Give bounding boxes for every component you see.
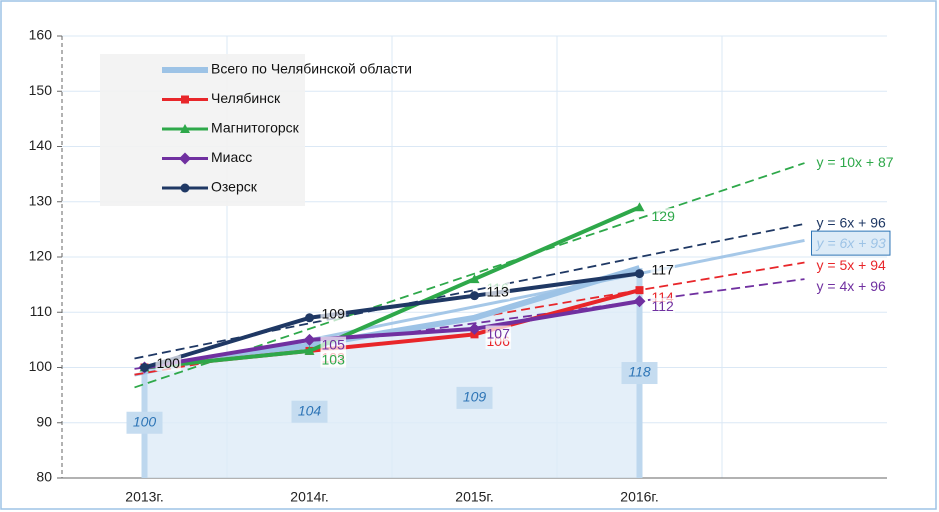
marker xyxy=(180,124,190,133)
trend-label: y = 6x + 96 xyxy=(817,215,886,231)
legend-label: Миасс xyxy=(211,149,252,165)
series-line xyxy=(143,271,640,370)
y-tick-label: 120 xyxy=(29,248,53,264)
x-tick-label: 2016г. xyxy=(620,489,658,505)
data-label: 112 xyxy=(652,298,675,314)
marker xyxy=(635,286,644,295)
y-tick-label: 150 xyxy=(29,82,53,98)
trend-label-box xyxy=(811,230,891,256)
x-tick-label: 2013г. xyxy=(125,489,163,505)
data-label-bg xyxy=(485,325,512,342)
legend-label: Всего по Челябинской области xyxy=(211,61,412,77)
legend-label: Озерск xyxy=(211,179,258,195)
value-label: 118 xyxy=(628,364,651,380)
marker xyxy=(180,183,190,193)
data-label-bg xyxy=(650,261,676,278)
value-label: 100 xyxy=(133,413,157,429)
marker xyxy=(468,322,481,335)
y-tick-label: 160 xyxy=(29,27,53,43)
data-label-bg xyxy=(650,207,677,224)
data-label-bg xyxy=(320,351,347,368)
data-label: 103 xyxy=(322,352,346,368)
data-label-bg xyxy=(320,336,347,353)
value-label-box xyxy=(621,362,658,385)
data-label: 129 xyxy=(652,208,676,224)
y-tick-label: 90 xyxy=(36,413,52,429)
marker xyxy=(635,269,644,279)
trend-label: y = 10x + 87 xyxy=(817,154,894,170)
marker xyxy=(140,363,149,372)
legend-label: Челябинск xyxy=(211,90,281,106)
data-label-bg xyxy=(320,305,347,322)
value-label: 104 xyxy=(298,402,322,418)
value-label-box xyxy=(291,400,328,423)
y-tick-label: 100 xyxy=(29,358,53,374)
value-label: 109 xyxy=(463,389,487,405)
marker xyxy=(179,152,191,165)
series-line xyxy=(144,205,641,370)
x-tick-label: 2014г. xyxy=(290,489,328,505)
data-label: 100 xyxy=(157,355,181,371)
legend-label: Магнитогорск xyxy=(211,120,300,136)
y-tick-label: 110 xyxy=(30,303,53,319)
value-label-box xyxy=(126,411,163,434)
data-label: 109 xyxy=(322,305,346,321)
data-label: 105 xyxy=(322,337,346,353)
data-label-bg xyxy=(650,297,676,314)
data-label: 113 xyxy=(487,283,510,299)
data-label-bg xyxy=(155,355,182,372)
value-label-box xyxy=(456,386,493,409)
series-line xyxy=(144,299,640,370)
marker xyxy=(470,291,479,301)
series-line xyxy=(144,265,641,371)
y-tick-label: 80 xyxy=(36,469,52,485)
y-tick-label: 130 xyxy=(29,192,53,208)
trend-label: y = 6x + 93 xyxy=(816,235,886,251)
trend-label: y = 5x + 94 xyxy=(817,257,886,273)
y-tick-label: 140 xyxy=(29,137,53,153)
marker xyxy=(303,333,316,346)
marker xyxy=(304,345,315,355)
data-label-bg xyxy=(485,283,511,300)
marker xyxy=(181,95,189,104)
marker xyxy=(634,202,645,212)
trend-label: y = 4x + 96 xyxy=(817,278,886,294)
marker xyxy=(469,274,480,284)
data-label: 107 xyxy=(487,326,511,342)
marker xyxy=(633,295,646,308)
x-tick-label: 2015г. xyxy=(455,489,493,505)
marker xyxy=(305,313,314,323)
data-label: 117 xyxy=(652,261,675,277)
